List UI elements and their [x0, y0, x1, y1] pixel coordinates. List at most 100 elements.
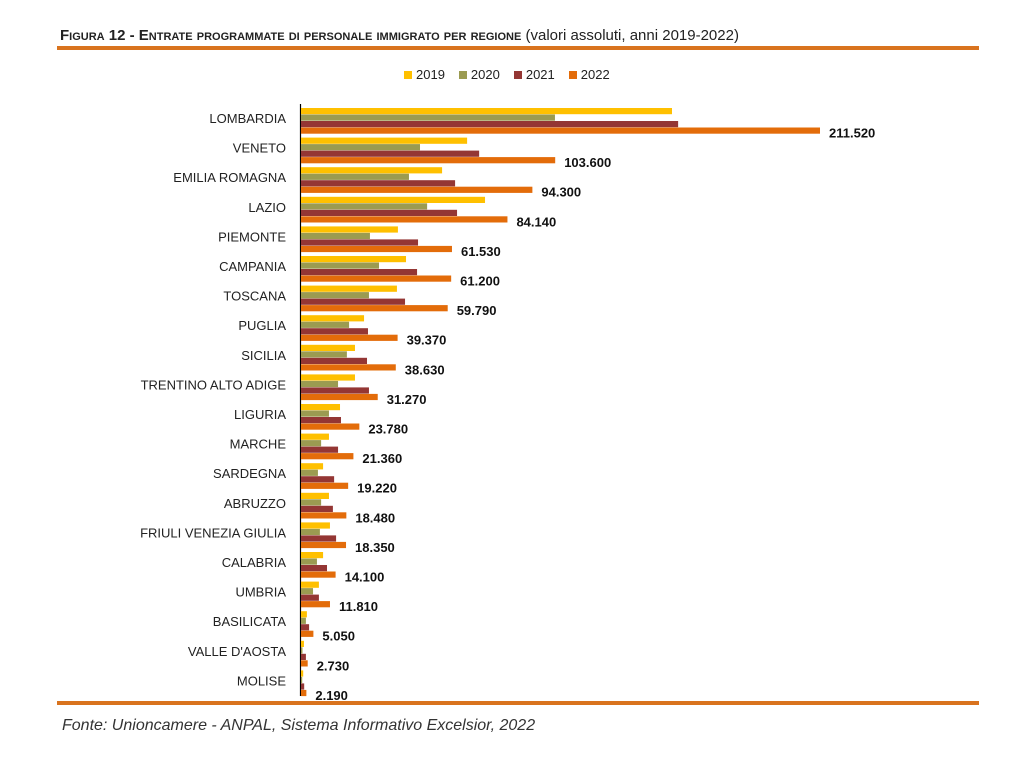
- bar-2021: [301, 357, 368, 364]
- chart-legend: 2019 2020 2021 2022: [404, 67, 610, 82]
- bar-2019: [301, 640, 304, 647]
- data-label-2022: 18.350: [355, 540, 395, 555]
- bar-2022: [301, 245, 452, 253]
- bar-2022: [301, 512, 347, 519]
- category-label: LAZIO: [248, 200, 286, 215]
- bar-2020: [301, 558, 317, 565]
- legend-label-2021: 2021: [525, 67, 555, 82]
- bar-2019: [301, 374, 355, 381]
- bar-2020: [301, 499, 322, 506]
- category-label: ABRUZZO: [224, 496, 286, 511]
- bar-2022: [301, 186, 533, 193]
- bar-2019: [301, 256, 407, 263]
- bar-2020: [301, 114, 555, 121]
- bar-2020: [301, 262, 380, 269]
- category-label: SARDEGNA: [213, 466, 286, 481]
- bar-2019: [301, 137, 468, 144]
- bar-2021: [301, 446, 339, 453]
- data-label-2022: 103.600: [564, 155, 611, 170]
- bar-2019: [301, 285, 397, 292]
- data-label-2022: 2.730: [317, 658, 350, 673]
- source-note: Fonte: Unioncamere - ANPAL, Sistema Info…: [62, 717, 536, 734]
- figure-title-sub: (valori assoluti, anni 2019-2022): [525, 27, 739, 44]
- bar-2019: [301, 611, 307, 618]
- category-label: FRIULI VENEZIA GIULIA: [140, 525, 286, 540]
- category-label: VALLE D'AOSTA: [188, 644, 286, 659]
- data-label-2022: 94.300: [541, 185, 581, 200]
- bar-2019: [301, 226, 398, 233]
- category-label: PIEMONTE: [218, 229, 286, 244]
- bar-2021: [301, 150, 480, 157]
- bar-2019: [301, 463, 324, 470]
- bar-2022: [301, 541, 347, 549]
- bar-2021: [301, 298, 406, 305]
- bar-2020: [301, 203, 428, 210]
- bar-2020: [301, 232, 370, 240]
- bar-2020: [301, 647, 303, 654]
- legend-item-2021: 2021: [513, 67, 555, 82]
- bar-2021: [301, 121, 679, 128]
- category-label: MOLISE: [237, 673, 286, 688]
- bar-2022: [301, 364, 396, 371]
- data-label-2022: 61.530: [461, 244, 501, 259]
- category-label: UMBRIA: [235, 585, 286, 600]
- data-label-2022: 59.790: [457, 303, 497, 318]
- bar-2022: [301, 305, 448, 312]
- bar-2021: [301, 653, 306, 660]
- category-label: LIGURIA: [234, 407, 286, 422]
- bar-2021: [301, 387, 369, 394]
- bar-2022: [301, 482, 349, 489]
- bar-2022: [301, 423, 360, 430]
- data-label-2022: 11.810: [339, 599, 378, 614]
- data-label-2022: 21.360: [362, 451, 402, 466]
- category-label: TOSCANA: [223, 289, 286, 304]
- category-label: MARCHE: [230, 437, 287, 452]
- bar-2020: [301, 676, 303, 684]
- bar-2019: [301, 552, 324, 559]
- category-label: CAMPANIA: [219, 259, 286, 274]
- bar-2022: [301, 453, 354, 460]
- legend-swatch-2022: [568, 70, 577, 79]
- data-label-2022: 39.370: [407, 333, 447, 348]
- bar-2021: [301, 269, 418, 276]
- bar-2019: [301, 581, 319, 588]
- bar-2019: [301, 315, 365, 322]
- bar-2020: [301, 410, 329, 417]
- bar-2022: [301, 689, 307, 697]
- category-label: EMILIA ROMAGNA: [173, 170, 286, 185]
- category-label: PUGLIA: [238, 318, 286, 333]
- data-label-2022: 14.100: [345, 570, 385, 585]
- bar-2020: [301, 469, 318, 476]
- bar-2019: [301, 167, 443, 174]
- bar-2021: [301, 505, 333, 512]
- bar-2020: [301, 380, 339, 388]
- bar-2021: [301, 565, 328, 572]
- bar-2021: [301, 180, 456, 187]
- bar-2021: [301, 209, 458, 216]
- data-label-2022: 23.780: [368, 422, 408, 437]
- bottom-rule: [57, 701, 979, 705]
- bar-2022: [301, 630, 314, 637]
- bar-2020: [301, 292, 369, 299]
- bar-2019: [301, 404, 341, 411]
- figure-title-main: Figura 12 - Entrate programmate di perso…: [60, 27, 522, 44]
- legend-label-2020: 2020: [470, 67, 500, 82]
- bar-2019: [301, 522, 330, 529]
- bar-2020: [301, 528, 320, 536]
- bar-2019: [301, 196, 486, 203]
- figure-title: Figura 12 - Entrate programmate di perso…: [60, 27, 739, 44]
- category-label: SICILIA: [241, 348, 286, 363]
- bar-2020: [301, 144, 421, 151]
- legend-label-2022: 2022: [580, 67, 610, 82]
- top-rule: [57, 46, 979, 50]
- data-label-2022: 19.220: [357, 481, 397, 496]
- bar-2021: [301, 535, 337, 542]
- category-label: TRENTINO ALTO ADIGE: [141, 377, 287, 392]
- data-label-2022: 18.480: [355, 510, 395, 525]
- category-label: VENETO: [233, 141, 286, 156]
- legend-item-2019: 2019: [404, 67, 445, 82]
- bar-2020: [301, 321, 350, 328]
- bar-2021: [301, 239, 419, 246]
- bar-2019: [301, 344, 355, 351]
- bar-2019: [301, 433, 329, 440]
